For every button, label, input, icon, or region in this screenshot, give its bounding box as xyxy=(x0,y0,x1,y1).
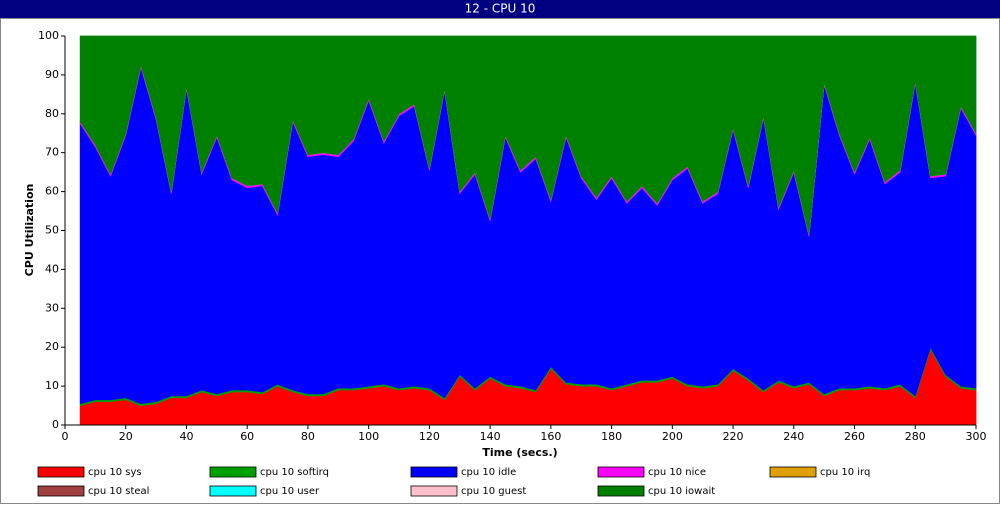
y-tick-label: 100 xyxy=(38,29,59,42)
x-tick-label: 200 xyxy=(662,430,683,443)
x-tick-label: 40 xyxy=(179,430,193,443)
y-tick-label: 50 xyxy=(45,224,59,237)
legend-label: cpu 10 irq xyxy=(820,467,870,478)
x-tick-label: 240 xyxy=(783,430,804,443)
title-bar xyxy=(0,0,1000,18)
x-tick-label: 180 xyxy=(601,430,622,443)
legend-label: cpu 10 idle xyxy=(461,467,516,478)
legend-swatch xyxy=(769,466,817,478)
legend-label: cpu 10 steal xyxy=(88,486,149,497)
legend-label: cpu 10 user xyxy=(260,486,320,497)
legend-swatch xyxy=(597,466,645,478)
y-tick-label: 40 xyxy=(45,262,59,275)
y-tick-label: 60 xyxy=(45,185,59,198)
y-tick-label: 0 xyxy=(52,418,59,431)
legend-label: cpu 10 iowait xyxy=(648,486,715,497)
y-tick-label: 20 xyxy=(45,340,59,353)
area xyxy=(79,35,977,235)
x-tick-label: 60 xyxy=(240,430,254,443)
chart-title: 12 - CPU 10 xyxy=(465,2,536,16)
x-tick-label: 0 xyxy=(62,430,69,443)
legend-label: cpu 10 sys xyxy=(88,467,142,478)
x-tick-label: 140 xyxy=(480,430,501,443)
legend-swatch xyxy=(209,485,257,497)
legend-label: cpu 10 softirq xyxy=(260,467,329,478)
legend-swatch xyxy=(37,485,85,497)
y-tick-label: 80 xyxy=(45,107,59,120)
x-tick-label: 280 xyxy=(905,430,926,443)
legend-swatch xyxy=(410,485,458,497)
x-tick-label: 20 xyxy=(119,430,133,443)
y-axis-label: CPU Utilization xyxy=(23,184,36,277)
legend-swatch xyxy=(410,466,458,478)
legend-label: cpu 10 guest xyxy=(461,486,526,497)
y-tick-label: 90 xyxy=(45,68,59,81)
x-tick-label: 120 xyxy=(419,430,440,443)
legend-swatch xyxy=(37,466,85,478)
y-tick-label: 70 xyxy=(45,146,59,159)
x-tick-label: 100 xyxy=(358,430,379,443)
y-tick-label: 10 xyxy=(45,379,59,392)
legend-label: cpu 10 nice xyxy=(648,467,706,478)
legend-swatch xyxy=(597,485,645,497)
x-axis-label: Time (secs.) xyxy=(482,446,557,459)
legend-swatch xyxy=(209,466,257,478)
x-tick-label: 300 xyxy=(966,430,987,443)
x-tick-label: 160 xyxy=(540,430,561,443)
x-tick-label: 260 xyxy=(844,430,865,443)
x-tick-label: 220 xyxy=(723,430,744,443)
y-tick-label: 30 xyxy=(45,301,59,314)
x-tick-label: 80 xyxy=(301,430,315,443)
